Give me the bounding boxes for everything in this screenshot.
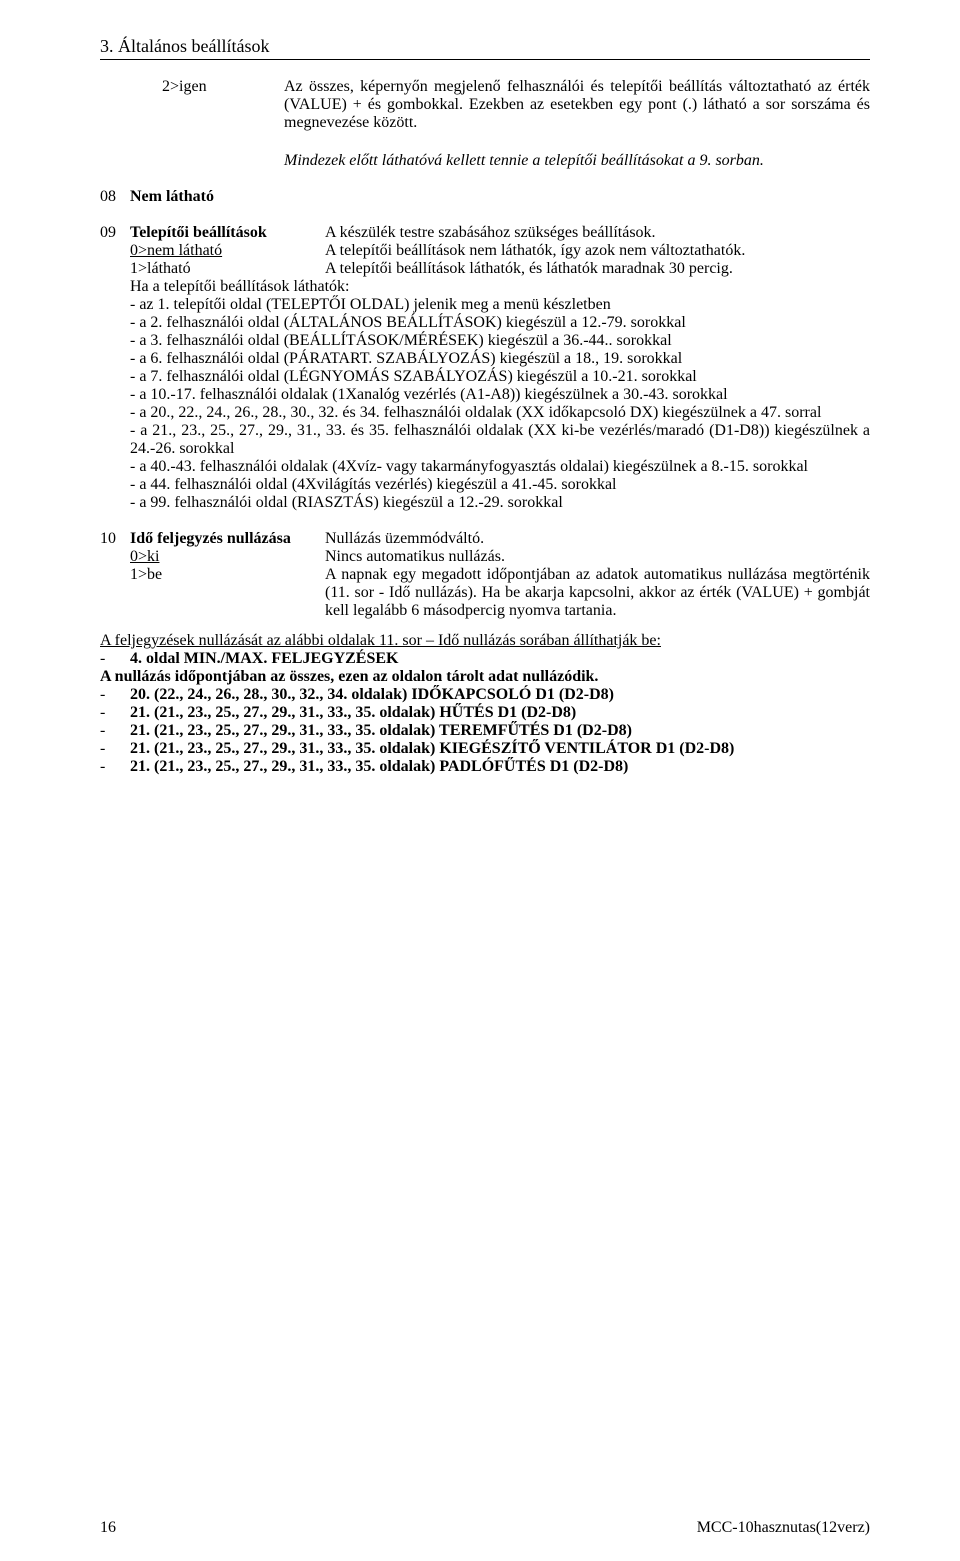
list-item: - 4. oldal MIN./MAX. FELJEGYZÉSEK bbox=[100, 650, 870, 668]
row-num-08: 08 bbox=[100, 188, 130, 206]
doc-id: MCC-10hasznutas(12verz) bbox=[697, 1519, 870, 1537]
r09-bullets: - az 1. telepítői oldal (TELEPTŐI OLDAL)… bbox=[130, 296, 870, 512]
list-item: - a 99. felhasználói oldal (RIASZTÁS) ki… bbox=[130, 494, 870, 512]
bold-line: A nullázás időpontjában az összes, ezen … bbox=[100, 668, 870, 686]
page-number: 16 bbox=[100, 1519, 116, 1537]
list-item: - 21. (21., 23., 25., 27., 29., 31., 33.… bbox=[100, 740, 870, 758]
list-item: - a 6. felhasználói oldal (PÁRATART. SZA… bbox=[130, 350, 870, 368]
intro-block: 2>igen Az összes, képernyőn megjelenő fe… bbox=[162, 78, 870, 170]
row-num-10: 10 bbox=[100, 530, 130, 548]
list-item: - a 3. felhasználói oldal (BEÁLLÍTÁSOK/M… bbox=[130, 332, 870, 350]
row-10: 10 Idő feljegyzés nullázása Nullázás üze… bbox=[100, 530, 870, 620]
page-footer: 16 MCC-10hasznutas(12verz) bbox=[100, 1519, 870, 1537]
ha-line: Ha a telepítői beállítások láthatók: bbox=[130, 278, 870, 296]
row-sub-0nem: 0>nem látható bbox=[130, 242, 325, 260]
row-label-08: Nem látható bbox=[130, 188, 325, 206]
row-09: 09 Telepítői beállítások A készülék test… bbox=[100, 224, 870, 512]
list-item: - 21. (21., 23., 25., 27., 29., 31., 33.… bbox=[100, 704, 870, 722]
row-desc-09: A készülék testre szabásához szükséges b… bbox=[325, 224, 870, 242]
list-item: - 20. (22., 24., 26., 28., 30., 32., 34.… bbox=[100, 686, 870, 704]
list-item: - a 44. felhasználói oldal (4Xvilágítás … bbox=[130, 476, 870, 494]
list-item: - 21. (21., 23., 25., 27., 29., 31., 33.… bbox=[100, 722, 870, 740]
row-label-10: Idő feljegyzés nullázása bbox=[130, 530, 325, 548]
list-item: - a 21., 23., 25., 27., 29., 31., 33. és… bbox=[130, 422, 870, 458]
row-italic-note: Mindezek előtt láthatóvá kellett tennie … bbox=[162, 152, 870, 170]
row-2igen: 2>igen Az összes, képernyőn megjelenő fe… bbox=[162, 78, 870, 132]
row-label-09: Telepítői beállítások bbox=[130, 224, 325, 242]
row-desc-10: Nullázás üzemmódváltó. bbox=[325, 530, 870, 548]
row-sub-1lat: 1>látható bbox=[130, 260, 325, 278]
row-08: 08 Nem látható bbox=[100, 188, 870, 206]
row-sub-0ki-desc: Nincs automatikus nullázás. bbox=[325, 548, 870, 566]
row-label-2igen: 2>igen bbox=[162, 78, 284, 96]
bottom-list-2: - 20. (22., 24., 26., 28., 30., 32., 34.… bbox=[100, 686, 870, 776]
row-sub-1be: 1>be bbox=[130, 566, 325, 584]
list-item: - a 2. felhasználói oldal (ÁLTALÁNOS BEÁ… bbox=[130, 314, 870, 332]
list-item: - a 20., 22., 24., 26., 28., 30., 32. és… bbox=[130, 404, 870, 422]
row-sub-0ki: 0>ki bbox=[130, 548, 325, 566]
bottom-list: - 4. oldal MIN./MAX. FELJEGYZÉSEK bbox=[100, 650, 870, 668]
row-sub-0nem-desc: A telepítői beállítások nem láthatók, íg… bbox=[325, 242, 870, 260]
row-sub-1be-desc: A napnak egy megadott időpontjában az ad… bbox=[325, 566, 870, 620]
list-item: - a 40.-43. felhasználói oldalak (4Xvíz-… bbox=[130, 458, 870, 476]
underline-note: A feljegyzések nullázását az alábbi olda… bbox=[100, 632, 870, 650]
row-desc-2igen: Az összes, képernyőn megjelenő felhaszná… bbox=[284, 78, 870, 132]
italic-note: Mindezek előtt láthatóvá kellett tennie … bbox=[284, 152, 870, 170]
list-item: - az 1. telepítői oldal (TELEPTŐI OLDAL)… bbox=[130, 296, 870, 314]
document-page: 3. Általános beállítások 2>igen Az össze… bbox=[0, 0, 960, 1561]
list-item: - a 10.-17. felhasználói oldalak (1Xanal… bbox=[130, 386, 870, 404]
row-sub-1lat-desc: A telepítői beállítások láthatók, és lát… bbox=[325, 260, 870, 278]
section-divider bbox=[100, 59, 870, 60]
section-title: 3. Általános beállítások bbox=[100, 36, 870, 57]
list-item: - a 7. felhasználói oldal (LÉGNYOMÁS SZA… bbox=[130, 368, 870, 386]
row-num-09: 09 bbox=[100, 224, 130, 242]
list-item: - 21. (21., 23., 25., 27., 29., 31., 33.… bbox=[100, 758, 870, 776]
